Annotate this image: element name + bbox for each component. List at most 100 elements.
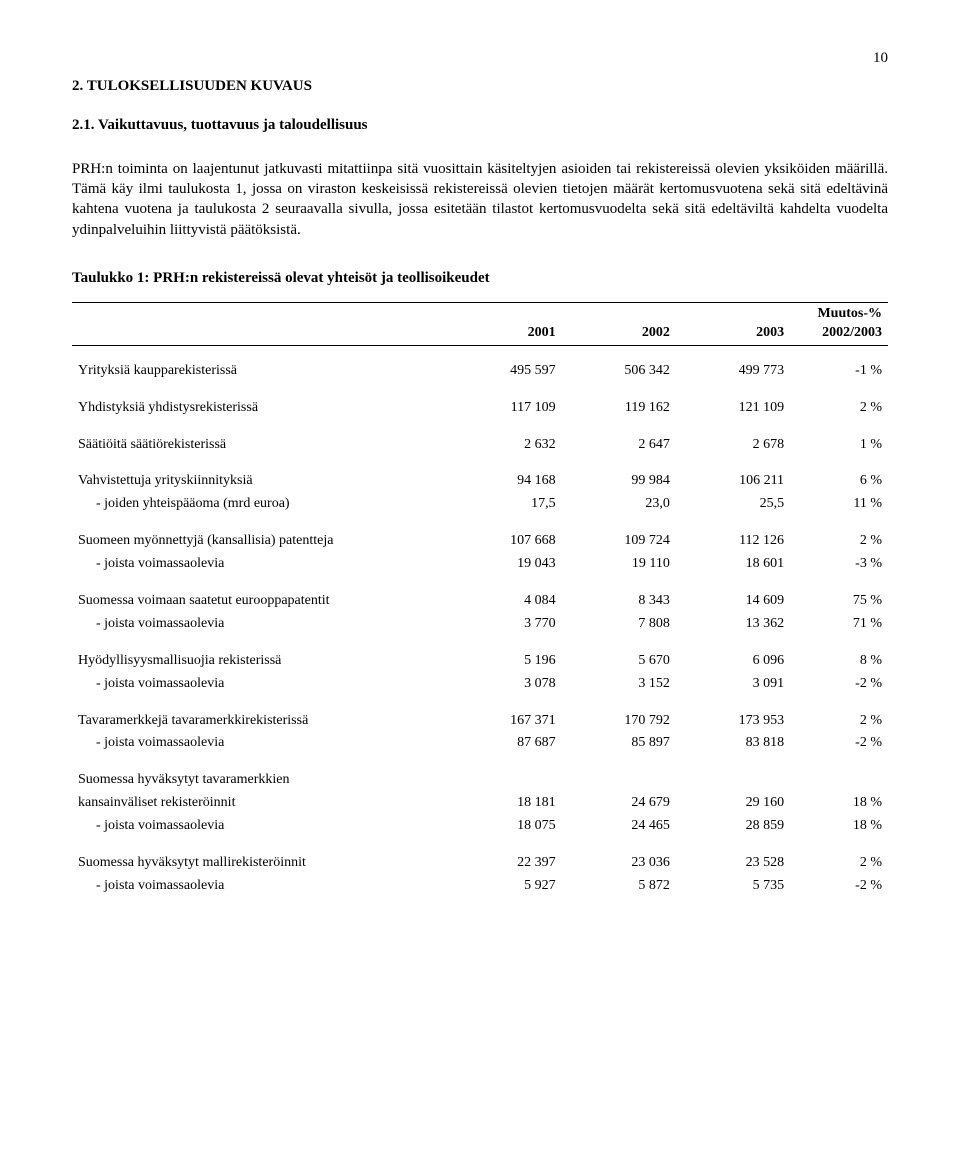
cell: 173 953 (676, 710, 790, 733)
table-row: - joista voimassaolevia87 68785 89783 81… (72, 732, 888, 755)
table-row: Suomessa hyväksytyt tavaramerkkien (72, 769, 888, 792)
spacer-row (72, 456, 888, 470)
cell: 94 168 (447, 470, 561, 493)
registers-table: 2001 2002 2003 Muutos-% 2002/2003 Yrityk… (72, 302, 888, 898)
table-row: Suomessa voimaan saatetut eurooppapatent… (72, 590, 888, 613)
cell: 119 162 (562, 397, 676, 420)
table-row: Suomessa hyväksytyt mallirekisteröinnit2… (72, 852, 888, 875)
cell: -3 % (790, 553, 888, 576)
row-label: Suomeen myönnettyjä (kansallisia) patent… (72, 530, 447, 553)
cell: 75 % (790, 590, 888, 613)
col-header-change: Muutos-% 2002/2003 (790, 303, 888, 346)
cell: 6 096 (676, 650, 790, 673)
cell: 1 % (790, 434, 888, 457)
row-label: Yrityksiä kaupparekisterissä (72, 360, 447, 383)
col-header-change-line2: 2002/2003 (822, 325, 882, 340)
row-label: - joista voimassaolevia (72, 875, 447, 898)
cell: 167 371 (447, 710, 561, 733)
cell: 13 362 (676, 613, 790, 636)
spacer-row (72, 576, 888, 590)
cell: 2 632 (447, 434, 561, 457)
table-row: Säätiöitä säätiörekisterissä2 6322 6472 … (72, 434, 888, 457)
table-row: Vahvistettuja yrityskiinnityksiä94 16899… (72, 470, 888, 493)
table-header-row: 2001 2002 2003 Muutos-% 2002/2003 (72, 303, 888, 346)
cell: 4 084 (447, 590, 561, 613)
row-label: Suomessa hyväksytyt tavaramerkkien (72, 769, 447, 792)
spacer-row (72, 516, 888, 530)
cell: 18 075 (447, 815, 561, 838)
cell: 2 % (790, 710, 888, 733)
cell: 23,0 (562, 493, 676, 516)
table-row: kansainväliset rekisteröinnit18 18124 67… (72, 792, 888, 815)
cell: 506 342 (562, 360, 676, 383)
cell: 22 397 (447, 852, 561, 875)
cell: 3 091 (676, 673, 790, 696)
cell: -1 % (790, 360, 888, 383)
spacer-row (72, 383, 888, 397)
section-heading: 2. TULOKSELLISUUDEN KUVAUS (72, 76, 888, 96)
row-label: Suomessa hyväksytyt mallirekisteröinnit (72, 852, 447, 875)
col-header-2002: 2002 (562, 303, 676, 346)
cell: 8 % (790, 650, 888, 673)
row-label: - joista voimassaolevia (72, 553, 447, 576)
cell: -2 % (790, 673, 888, 696)
cell: 11 % (790, 493, 888, 516)
cell (676, 769, 790, 792)
cell: 2 647 (562, 434, 676, 457)
cell (562, 769, 676, 792)
page-number: 10 (72, 48, 888, 68)
cell: 8 343 (562, 590, 676, 613)
cell: 19 110 (562, 553, 676, 576)
cell: 23 528 (676, 852, 790, 875)
table-row: - joista voimassaolevia18 07524 46528 85… (72, 815, 888, 838)
cell: 25,5 (676, 493, 790, 516)
cell: 3 152 (562, 673, 676, 696)
cell: 6 % (790, 470, 888, 493)
cell: 106 211 (676, 470, 790, 493)
cell: 7 808 (562, 613, 676, 636)
cell: 5 196 (447, 650, 561, 673)
cell: 5 735 (676, 875, 790, 898)
cell: 23 036 (562, 852, 676, 875)
cell: 3 078 (447, 673, 561, 696)
cell: 3 770 (447, 613, 561, 636)
cell: 28 859 (676, 815, 790, 838)
cell: 83 818 (676, 732, 790, 755)
cell: 18 % (790, 792, 888, 815)
cell: 107 668 (447, 530, 561, 553)
row-label: Vahvistettuja yrityskiinnityksiä (72, 470, 447, 493)
cell: 170 792 (562, 710, 676, 733)
cell: 18 601 (676, 553, 790, 576)
cell: 19 043 (447, 553, 561, 576)
cell: 14 609 (676, 590, 790, 613)
cell: -2 % (790, 875, 888, 898)
row-label: Hyödyllisyysmallisuojia rekisterissä (72, 650, 447, 673)
cell: 29 160 (676, 792, 790, 815)
spacer-row (72, 755, 888, 769)
cell: 87 687 (447, 732, 561, 755)
col-header-2001: 2001 (447, 303, 561, 346)
table-row: Suomeen myönnettyjä (kansallisia) patent… (72, 530, 888, 553)
row-label: - joista voimassaolevia (72, 732, 447, 755)
spacer-row (72, 420, 888, 434)
row-label: - joista voimassaolevia (72, 673, 447, 696)
cell: 24 679 (562, 792, 676, 815)
col-header-empty (72, 303, 447, 346)
row-label: Tavaramerkkejä tavaramerkkirekisterissä (72, 710, 447, 733)
row-label: - joista voimassaolevia (72, 613, 447, 636)
table-row: - joista voimassaolevia19 04319 11018 60… (72, 553, 888, 576)
table-row: - joista voimassaolevia3 0783 1523 091-2… (72, 673, 888, 696)
table-row: Yrityksiä kaupparekisterissä495 597506 3… (72, 360, 888, 383)
row-label: - joiden yhteispääoma (mrd euroa) (72, 493, 447, 516)
cell: 495 597 (447, 360, 561, 383)
row-label: Suomessa voimaan saatetut eurooppapatent… (72, 590, 447, 613)
cell (447, 769, 561, 792)
cell (790, 769, 888, 792)
cell: 5 670 (562, 650, 676, 673)
cell: 5 927 (447, 875, 561, 898)
cell: 85 897 (562, 732, 676, 755)
cell: 24 465 (562, 815, 676, 838)
table-body: Yrityksiä kaupparekisterissä495 597506 3… (72, 345, 888, 898)
table-row: Yhdistyksiä yhdistysrekisterissä117 1091… (72, 397, 888, 420)
cell: 121 109 (676, 397, 790, 420)
